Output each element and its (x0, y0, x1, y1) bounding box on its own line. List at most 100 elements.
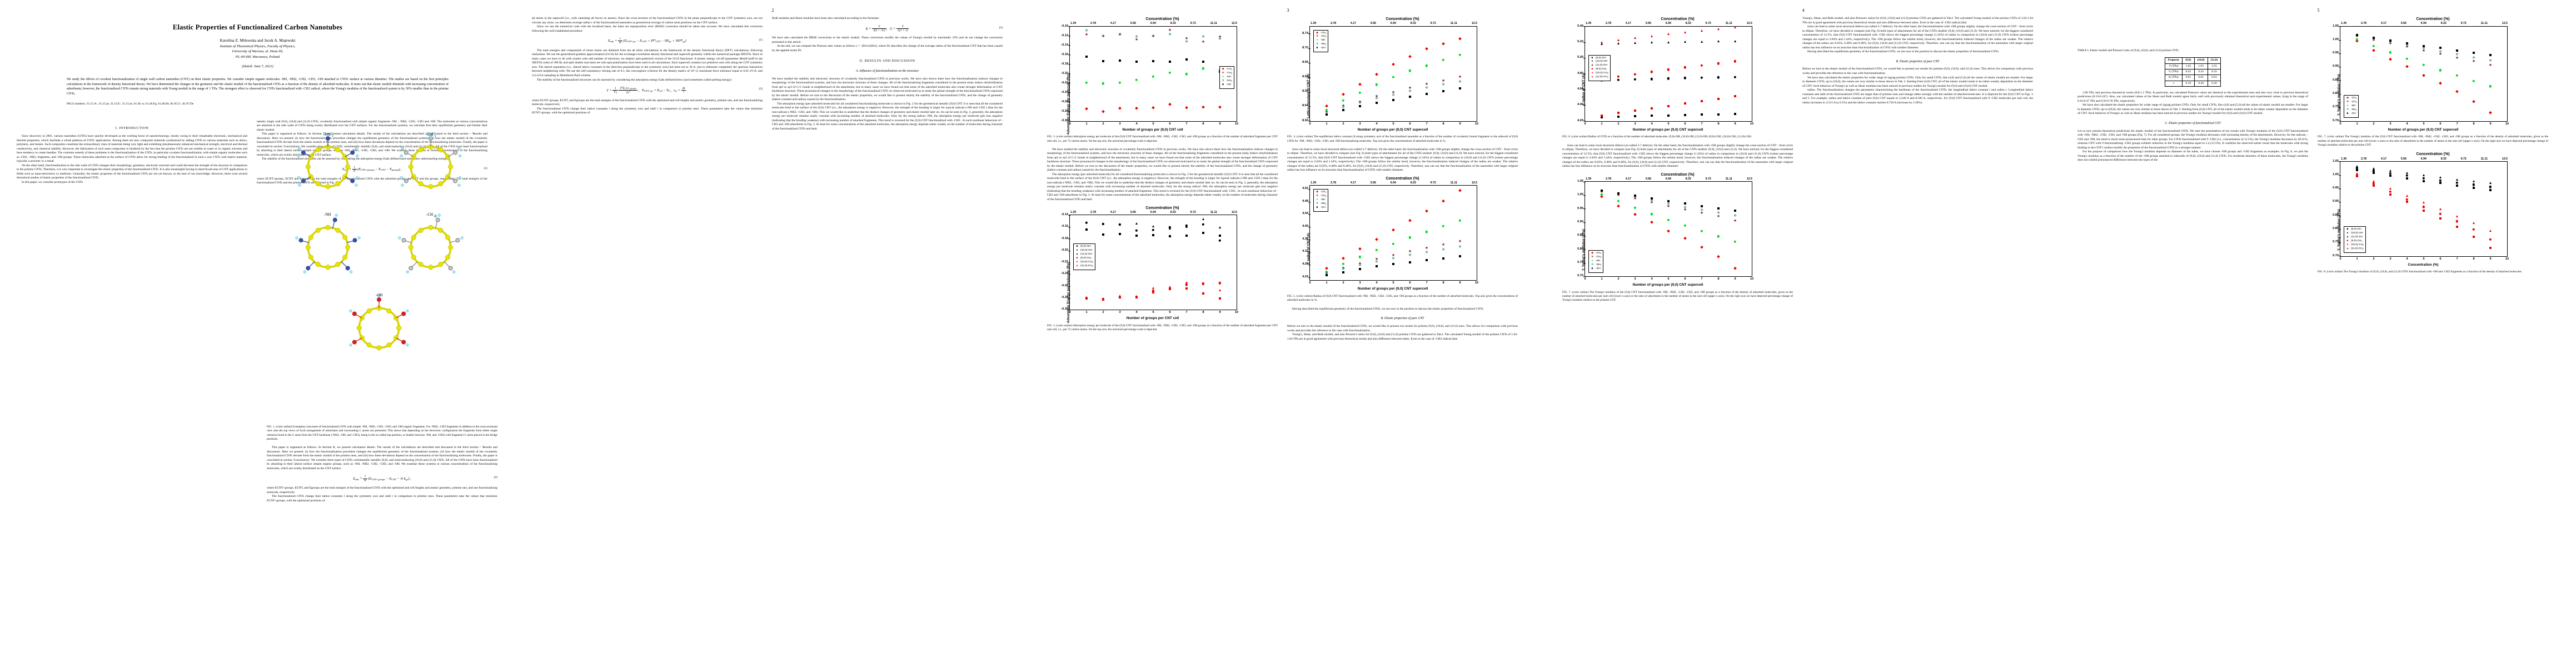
affiliation-line-2: University of Warsaw, ul. Hoza 69, (232, 49, 283, 54)
table-cell: 0.20 (2207, 80, 2221, 87)
top-tick: 11.11 (1450, 22, 1457, 26)
authors: Karolina Z. Milowska and Jacek A. Majews… (220, 38, 296, 43)
equation-3: K = Y 3(1 − 2ν), G = Y 2(1 + ν) (3) (865, 24, 1003, 32)
legend-item: ● -NH (2346, 104, 2356, 107)
y-tick: 4.80 (1577, 71, 1586, 75)
top-tick: 5.56 (1130, 22, 1136, 26)
page-number: 2 (771, 8, 774, 13)
top-tick: 11.11 (1450, 181, 1457, 185)
top-tick: 5.56 (1130, 210, 1136, 214)
paragraph: Since we use the numerical code with the… (532, 25, 763, 33)
x-tick: 6 (2439, 257, 2442, 261)
table-cell: ν (2164, 80, 2183, 87)
x-tick: 9 (1219, 122, 1221, 126)
legend-item: ● (10,0)-OH (1076, 248, 1093, 252)
legend-label: (11,0)-CH2 (1080, 264, 1093, 267)
y-tick: 0.75 (2333, 105, 2341, 109)
top-tick: 1.39 (1070, 22, 1077, 26)
x-axis-label: Number of groups per (9,0) CNT supercell (1357, 127, 1428, 132)
legend-label: -NH (1321, 39, 1326, 42)
paragraph: The functionalized CNTs change their lat… (532, 107, 763, 115)
paragraph: all atoms in the supercell (i.e., with v… (532, 17, 763, 24)
legend-item: ▲ (11,0)-CH2 (1591, 76, 1608, 79)
table-cell: 0.20 (2194, 80, 2208, 87)
top-tick: 2.78 (1330, 181, 1337, 185)
x-tick: 4 (1651, 122, 1653, 126)
top-tick: 4.17 (1110, 22, 1116, 26)
table-row: ν 0.19 0.20 0.20 (2164, 80, 2221, 87)
x-tick: 2 (1342, 281, 1344, 285)
x-tick: 0 (1069, 311, 1071, 315)
top-tick: 9.72 (1190, 210, 1196, 214)
x-tick: 8 (1717, 277, 1720, 281)
table-header-cell: (10,0) (2194, 57, 2208, 64)
x-tick: 5 (2423, 257, 2425, 261)
figure-8-caption: FIG. 8. (color online) The Young's modul… (2318, 270, 2523, 274)
chart-legend: ◆ -CH2 ★ -CH3 ● -NH ✵ -NH2 ■ -OH (1219, 66, 1234, 89)
legend-item: ★ -CH3 (1316, 195, 1327, 198)
x-tick: 4 (2406, 257, 2408, 261)
x-tick: 6 (2439, 122, 2442, 126)
top-tick: 8.33 (1685, 22, 1691, 26)
x-tick: 3 (1634, 122, 1636, 126)
top-tick: 2.78 (1330, 22, 1337, 26)
legend-item: ◆ -CH2 (1316, 31, 1327, 34)
x-tick: 0 (2339, 257, 2341, 261)
legend-label: -CH2 (1321, 31, 1327, 34)
top-tick: 1.39 (2341, 22, 2347, 26)
top-tick: 6.94 (2420, 22, 2426, 26)
x-tick: 3 (2389, 257, 2391, 261)
legend-label: -OH (1226, 83, 1232, 86)
legend-item: ▲ (11,0)-OH (1075, 252, 1092, 256)
x-tick: 4 (1376, 281, 1378, 285)
svg-text:-NH: -NH (323, 132, 330, 137)
x-tick: 2 (1102, 311, 1104, 315)
paragraph: The adsorption energy (per adsorbed mole… (772, 102, 1003, 131)
figure-4-caption: FIG. 4. (color online) The equilibrium l… (1287, 135, 1518, 143)
paragraph: The functionalized CNTs change their lat… (267, 495, 497, 502)
top-tick: 4.17 (1625, 22, 1631, 26)
y-tick: -0.22 (1061, 260, 1070, 264)
top-tick: 6.94 (1390, 181, 1396, 185)
y-tick: 0.85 (1577, 233, 1586, 237)
equation-young: Y = 1 V0 ∂2ECNT+groups ∂ε2 , ECNT+gr = E0,… (606, 86, 763, 95)
page4-column-right: Young's, Shear, and Bulk moduli, and als… (1802, 17, 2033, 307)
table-cell: 1.03 (2207, 63, 2221, 69)
x-tick: 4 (1135, 311, 1138, 315)
legend-item: ◆ -CH2 (1316, 191, 1327, 194)
svg-text:2: 2 (435, 215, 436, 218)
x-tick: 6 (1169, 122, 1171, 126)
y-tick: 8.74 (1302, 31, 1311, 35)
top-tick: 12.5 (1746, 22, 1752, 26)
paragraph: Young's, Shear, and Bulk moduli, and als… (1287, 333, 1518, 341)
y-tick: 0.90 (2333, 200, 2341, 203)
chart-fig8: Concentration (%) 1.39 2.78 4.17 5.56 6.94 8.3… (2318, 152, 2548, 268)
y-tick: -0.14 (1061, 43, 1070, 47)
top-tick: 4.17 (1625, 177, 1631, 181)
page1-column-left: I. INTRODUCTION Since discovery in 2001,… (17, 120, 247, 186)
top-tick: 6.94 (1665, 22, 1671, 26)
y-tick: -0.12 (1061, 33, 1070, 37)
legend-label: (9,0)-OH (2351, 227, 2361, 231)
legend-label: (11,0)-OH (1596, 64, 1607, 67)
y-tick: 1.00 (2333, 38, 2341, 42)
x-tick: 8 (1442, 281, 1444, 285)
y-tick: 4.24 (1302, 275, 1311, 278)
top-tick: 2.78 (1090, 22, 1097, 26)
top-tick: 5.56 (2400, 157, 2406, 161)
y-tick: -0.14 (1061, 213, 1070, 217)
table-header-row: Property (9,0) (10,0) (11,0) (2164, 57, 2221, 64)
legend-label: -CH3 (2351, 100, 2357, 103)
x-tick: 2 (1102, 122, 1104, 126)
top-tick: 9.72 (1705, 22, 1711, 26)
equation-number: (3) (999, 26, 1003, 29)
top-tick: 1.39 (1311, 22, 1317, 26)
y-axis-ticks: 4.24 4.28 4.32 4.36 4.40 4.44 4.48 4.52 (1291, 186, 1311, 280)
y-tick: 4.60 (1577, 87, 1586, 91)
legend-label: (10,0)-CH2 (2351, 243, 2364, 246)
x-tick: 7 (1185, 122, 1188, 126)
legend-label: (11,0)-OH (2351, 235, 2363, 238)
x-tick: 9 (1734, 277, 1736, 281)
figure-7-caption: FIG. 7. (color online) The Young's modul… (1562, 290, 1793, 302)
